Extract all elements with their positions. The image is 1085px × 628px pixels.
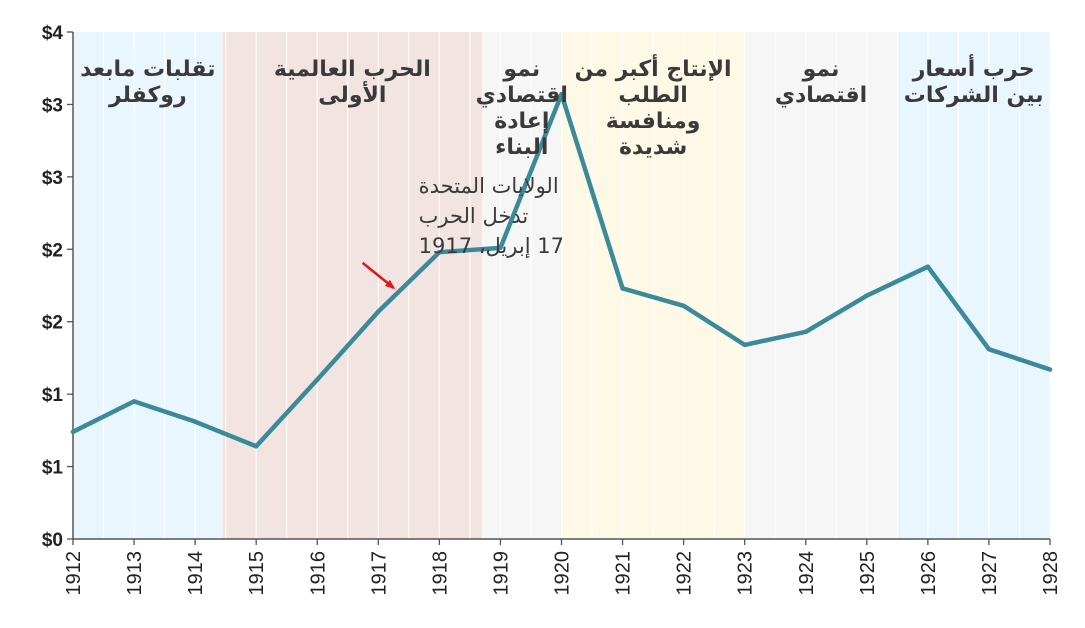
annotation-text-line: تدخل الحرب bbox=[419, 204, 529, 228]
x-tick-label: 1926 bbox=[918, 551, 940, 596]
tick-labels: $0 $1 $1 $2 $2 $3 $3 $4 1912 1913 1914 1915 1916 1917… bbox=[42, 23, 1062, 596]
y-tick-label: $1 bbox=[42, 458, 64, 479]
data-point bbox=[742, 342, 747, 348]
x-tick-label: 1916 bbox=[307, 551, 329, 596]
x-tick-label: 1919 bbox=[490, 551, 512, 596]
data-point bbox=[681, 303, 686, 308]
data-point bbox=[437, 249, 442, 255]
x-tick-label: 1913 bbox=[124, 551, 146, 596]
y-tick-label: $0 bbox=[42, 530, 63, 551]
x-tick-label: 1920 bbox=[552, 551, 574, 596]
x-tick-label: 1924 bbox=[796, 551, 818, 596]
data-point bbox=[925, 264, 931, 269]
x-tick-label: 1925 bbox=[857, 551, 879, 596]
period-label-line: روكفلر bbox=[108, 83, 187, 108]
period-label-line: نمو bbox=[502, 57, 540, 82]
period-label-line: الطلب bbox=[618, 83, 688, 108]
axes bbox=[67, 31, 1051, 545]
data-point bbox=[253, 444, 259, 449]
x-tick-label: 1923 bbox=[735, 551, 757, 596]
y-tick-label: $3 bbox=[42, 95, 63, 116]
period-label-line: ومنافسة bbox=[606, 109, 701, 134]
y-tick-label: $2 bbox=[42, 313, 63, 334]
data-point bbox=[315, 377, 320, 382]
period-label-line: الأولى bbox=[318, 80, 386, 108]
period-label-line: بين الشركات bbox=[904, 83, 1044, 108]
annotation-arrow bbox=[361, 261, 396, 290]
data-point bbox=[1047, 367, 1053, 372]
data-point bbox=[498, 245, 503, 251]
data-point bbox=[864, 293, 870, 298]
period-label-line: اقتصادي bbox=[476, 83, 568, 108]
period-label-line: تقلبات مابعد bbox=[80, 57, 215, 82]
period-label-line: البناء bbox=[495, 135, 548, 160]
x-tick-label: 1922 bbox=[674, 551, 696, 596]
data-point bbox=[986, 347, 992, 352]
data-point bbox=[803, 329, 808, 335]
x-tick-label: 1928 bbox=[1040, 551, 1062, 596]
period-band-1 bbox=[222, 32, 483, 539]
period-label-line: اقتصادي bbox=[775, 83, 867, 108]
x-tick-label: 1917 bbox=[368, 551, 390, 596]
period-band-2 bbox=[482, 32, 562, 539]
x-tick-label: 1914 bbox=[185, 551, 207, 596]
x-tick-label: 1915 bbox=[246, 551, 268, 596]
period-band-5 bbox=[897, 32, 1050, 539]
data-point bbox=[376, 309, 381, 314]
y-tick-label: $2 bbox=[42, 240, 63, 261]
x-tick-label: 1927 bbox=[979, 551, 1001, 596]
annotation-text-line: 17 إبريل، 1917 bbox=[419, 234, 564, 259]
data-point bbox=[559, 92, 564, 97]
x-tick-label: 1918 bbox=[429, 551, 451, 596]
annotation-text-line: الولايات المتحدة bbox=[419, 174, 559, 198]
period-band-0 bbox=[73, 32, 223, 539]
y-tick-label: $3 bbox=[42, 168, 63, 189]
period-label-line: الحرب العالمية bbox=[274, 57, 431, 82]
data-point bbox=[620, 286, 625, 291]
period-label-line: حرب أسعار bbox=[912, 53, 1035, 82]
y-tick-label: $4 bbox=[42, 23, 64, 44]
period-band-4 bbox=[744, 32, 898, 539]
series-layer bbox=[70, 92, 1053, 449]
x-tick-label: 1921 bbox=[613, 551, 635, 596]
period-label-line: نمو bbox=[802, 57, 840, 82]
annotations: الولايات المتحدة تدخل الحرب 17 إبريل، 1917 bbox=[361, 174, 564, 290]
y-tick-label: $1 bbox=[42, 385, 64, 406]
period-label-line: شديدة bbox=[619, 135, 687, 160]
data-point bbox=[70, 429, 76, 435]
x-tick-label: 1912 bbox=[63, 551, 85, 596]
period-label-line: إعادة bbox=[494, 109, 549, 134]
grid-lines bbox=[72, 32, 1051, 539]
war-entry-annotation: الولايات المتحدة تدخل الحرب 17 إبريل، 1917 bbox=[361, 174, 564, 290]
period-label-line: الإنتاج أكبر من bbox=[575, 53, 732, 82]
data-point bbox=[131, 399, 137, 404]
data-point bbox=[192, 419, 198, 424]
